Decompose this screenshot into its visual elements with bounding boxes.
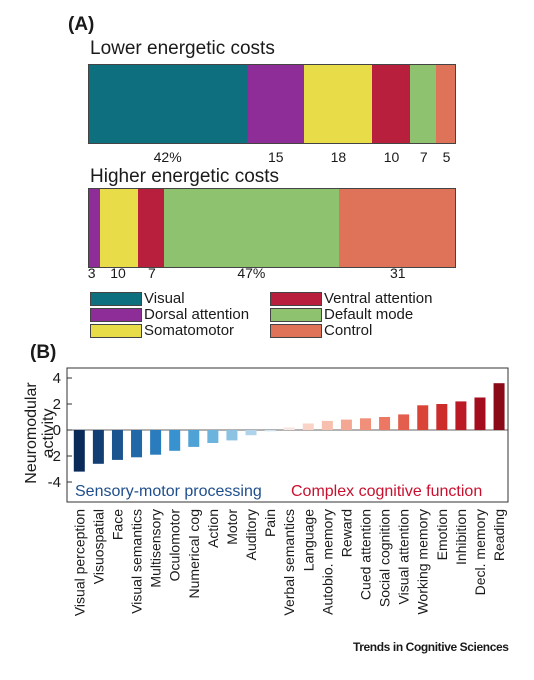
- bar: [283, 427, 295, 430]
- category-label: Reward: [338, 509, 354, 557]
- bar: [92, 430, 104, 464]
- category-label: Multisensory: [148, 509, 164, 588]
- category-label: Auditory: [243, 509, 259, 560]
- complex-cognitive-annotation: Complex cognitive function: [291, 483, 482, 500]
- bar: [245, 430, 257, 436]
- segment-somatomotor: [304, 65, 372, 143]
- bar: [302, 423, 314, 430]
- category-label: Autobio. memory: [319, 509, 335, 615]
- bar: [188, 430, 200, 447]
- y-axis-label: activity: [40, 409, 57, 458]
- category-label: Inhibition: [453, 509, 469, 565]
- category-label: Working memory: [415, 509, 431, 615]
- lower-costs-stacked-bar: [88, 64, 456, 144]
- category-label: Visual semantics: [129, 509, 145, 614]
- segment-value-label: 18: [330, 149, 347, 165]
- bar: [226, 430, 238, 441]
- segment-value-label: 31: [389, 265, 406, 281]
- bar: [474, 397, 486, 430]
- legend-label-ventral-attention: Ventral attention: [324, 290, 433, 307]
- category-label: Oculomotor: [167, 509, 183, 582]
- y-axis-label: Neuromodular: [23, 382, 40, 484]
- bar: [321, 420, 333, 430]
- bar: [493, 383, 505, 430]
- y-tick-label: 2: [53, 396, 61, 413]
- panel-b-label: (B): [30, 342, 57, 363]
- category-label: Language: [300, 509, 316, 572]
- segment-value-label: 7: [419, 149, 428, 165]
- segment-control: [339, 189, 455, 267]
- bar: [150, 430, 162, 455]
- higher-costs-stacked-bar: [88, 188, 456, 268]
- category-label: Emotion: [434, 509, 450, 560]
- bar: [111, 430, 123, 460]
- bar: [73, 430, 85, 472]
- segment-value-label: 5: [442, 149, 451, 165]
- category-label: Social cognition: [377, 509, 393, 607]
- category-label: Face: [109, 509, 125, 540]
- segment-dorsal-attention: [89, 189, 101, 267]
- segment-value-label: 10: [383, 149, 400, 165]
- segment-dorsal-attention: [247, 65, 305, 143]
- bar: [379, 417, 391, 430]
- bar: [436, 404, 448, 430]
- legend-label-visual: Visual: [144, 290, 185, 307]
- segment-somatomotor: [100, 189, 138, 267]
- category-label: Verbal semantics: [281, 509, 297, 616]
- journal-footer: Trends in Cognitive Sciences: [353, 640, 509, 654]
- category-label: Visuospatial: [90, 509, 106, 584]
- segment-value-label: 7: [148, 265, 156, 281]
- y-tick-label: -2: [48, 448, 61, 465]
- segment-value-label: 15: [267, 149, 284, 165]
- segment-control: [436, 65, 455, 143]
- category-label: Visual perception: [71, 509, 87, 616]
- bar: [360, 418, 371, 430]
- bar: [207, 430, 219, 443]
- bar: [417, 405, 429, 430]
- y-tick-label: 4: [53, 370, 61, 387]
- legend-swatch-visual: [90, 292, 142, 306]
- bar: [131, 430, 143, 458]
- plot-frame: [66, 367, 509, 503]
- bar: [169, 430, 181, 451]
- segment-value-label: 42%: [153, 149, 182, 165]
- category-label: Motor: [224, 509, 240, 545]
- segment-visual: [89, 65, 248, 143]
- legend-label-somatomotor: Somatomotor: [144, 322, 235, 339]
- panel-a-label: (A): [68, 14, 95, 35]
- category-label: Decl. memory: [472, 509, 488, 595]
- sensory-motor-annotation: Sensory-motor processing: [75, 483, 262, 500]
- segment-default-mode: [409, 65, 437, 143]
- legend-swatch-ventral-attention: [270, 292, 322, 306]
- segment-ventral-attention: [137, 189, 164, 267]
- legend-swatch-default-mode: [270, 308, 322, 322]
- bar: [455, 401, 467, 430]
- bar: [340, 419, 352, 430]
- bar: [264, 430, 276, 432]
- segment-value-label: 47%: [237, 265, 266, 281]
- segment-ventral-attention: [371, 65, 410, 143]
- legend-label-dorsal-attention: Dorsal attention: [144, 306, 250, 323]
- category-label: Cued attention: [358, 509, 374, 600]
- segment-value-label: 10: [110, 265, 126, 281]
- category-label: Reading: [491, 509, 507, 561]
- legend-label-default-mode: Default mode: [324, 306, 414, 323]
- legend-swatch-somatomotor: [90, 324, 142, 338]
- y-tick-label: -4: [48, 474, 61, 491]
- legend-swatch-dorsal-attention: [90, 308, 142, 322]
- segment-value-label: 3: [87, 265, 96, 281]
- higher-costs-title: Higher energetic costs: [90, 166, 280, 187]
- category-label: Pain: [262, 509, 278, 537]
- category-label: Visual attention: [396, 509, 412, 604]
- legend-label-control: Control: [324, 322, 373, 339]
- legend-swatch-control: [270, 324, 322, 338]
- segment-default-mode: [163, 189, 340, 267]
- lower-costs-title: Lower energetic costs: [90, 38, 275, 59]
- category-label: Numerical cog: [186, 509, 202, 598]
- category-label: Action: [205, 509, 221, 548]
- bar: [398, 414, 410, 430]
- y-tick-label: 0: [53, 422, 61, 439]
